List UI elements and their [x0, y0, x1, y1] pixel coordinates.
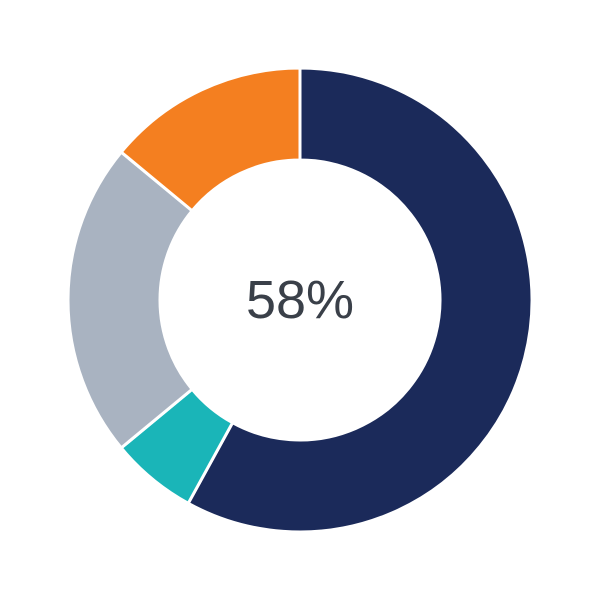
donut-slice-4: [119, 66, 302, 213]
slices: [66, 66, 534, 534]
center-label: 58%: [246, 270, 354, 330]
donut-slice-3: [66, 150, 195, 450]
donut-slice-1: [186, 66, 534, 534]
